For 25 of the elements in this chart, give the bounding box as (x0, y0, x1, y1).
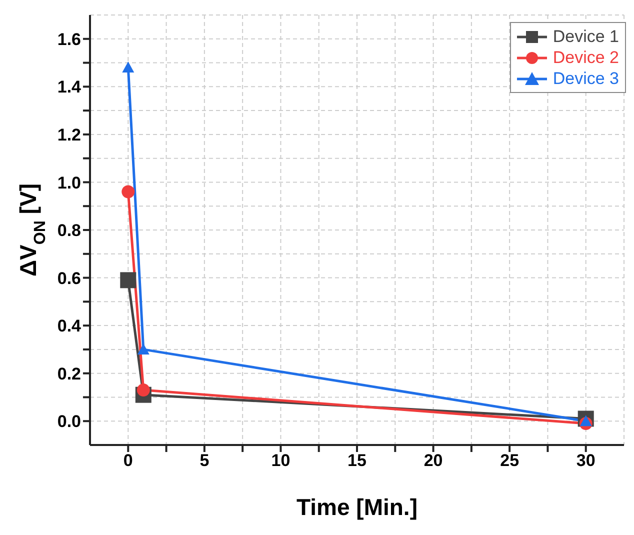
point (136, 384, 150, 397)
x-tick-label: 30 (576, 451, 596, 470)
y-tick-label: 0.0 (57, 412, 81, 432)
x-tick-label: 25 (500, 451, 520, 470)
legend-label: Device 2 (552, 47, 619, 68)
x-tick-label: 15 (348, 451, 366, 470)
y-tick-label: 1.6 (57, 30, 81, 49)
y-tick-label: 1.0 (57, 173, 81, 192)
y-tick-label: 1.2 (57, 125, 81, 144)
x-tick-label: 5 (200, 451, 210, 470)
y-tick-label: 0.4 (57, 316, 82, 336)
x-tick-label: 0 (123, 451, 133, 470)
y-tick-label: 1.4 (57, 78, 82, 97)
y-tick-label: 0.6 (57, 268, 81, 288)
x-tick-label: 10 (271, 451, 290, 470)
legend-label: Device 3 (552, 68, 619, 89)
point (137, 343, 150, 354)
x-axis-title: Time [Min.] (296, 494, 418, 520)
point (122, 62, 134, 73)
point (122, 185, 135, 198)
y-tick-label: 0.2 (57, 364, 81, 384)
legend-label: Device 1 (552, 26, 619, 47)
x-tick-label: 20 (424, 451, 443, 470)
y-tick-label: 0.8 (57, 221, 81, 240)
point (120, 272, 136, 288)
